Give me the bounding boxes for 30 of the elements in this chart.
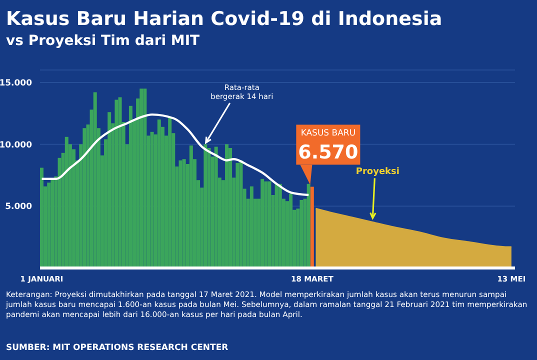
annotation: KASUS BARU <box>300 128 356 139</box>
bar <box>40 168 44 268</box>
text: Proyeksi <box>356 167 400 178</box>
bar <box>236 162 240 268</box>
text: SUMBER: MIT OPERATIONS RESEARCH CENTER <box>6 343 228 353</box>
bar <box>114 100 118 268</box>
bar <box>150 132 154 268</box>
bar <box>300 200 304 268</box>
bar <box>310 186 314 268</box>
y-tick-label: 10.000 <box>0 140 32 150</box>
y-tick-label: 15.000 <box>0 78 32 88</box>
bar <box>214 146 218 268</box>
bar <box>268 181 272 268</box>
bar <box>50 178 54 268</box>
bar <box>82 128 86 268</box>
bar <box>207 148 211 268</box>
chart-title: Kasus Baru Harian Covid-19 di Indonesia <box>6 8 442 30</box>
bar <box>264 181 268 268</box>
bar <box>143 88 147 268</box>
bar <box>274 184 278 268</box>
y-tick-label: 5.000 <box>5 202 32 212</box>
bar <box>225 144 229 268</box>
chart-subtitle: vs Proyeksi Tim dari MIT <box>6 33 200 49</box>
data-label: 6.570 <box>298 142 358 164</box>
bar <box>178 160 182 268</box>
bar <box>204 144 208 268</box>
bar <box>228 148 232 268</box>
bar <box>118 97 122 268</box>
bar <box>182 159 186 268</box>
bar <box>93 92 97 268</box>
